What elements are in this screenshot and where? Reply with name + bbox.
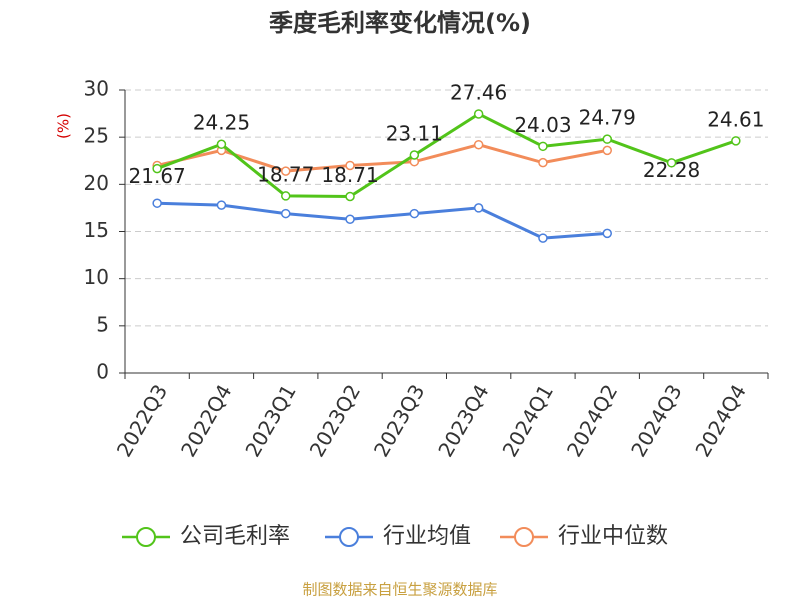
data-point [473, 109, 484, 119]
data-point [281, 166, 291, 176]
data-label: 24.61 [707, 107, 764, 131]
data-point [281, 191, 291, 201]
data-point [152, 163, 162, 174]
data-point [216, 200, 227, 210]
data-point [281, 208, 291, 219]
data-point [602, 134, 612, 144]
y-tick-label: 30 [84, 77, 109, 101]
data-point [538, 157, 548, 168]
data-point [345, 191, 355, 202]
data-point [345, 160, 355, 171]
legend-marker [514, 527, 534, 547]
y-tick-label: 5 [96, 312, 109, 336]
data-label: 24.03 [514, 113, 571, 137]
y-tick-label: 10 [84, 265, 109, 289]
data-label: 22.28 [643, 158, 700, 182]
data-point [666, 158, 677, 168]
data-label: 23.11 [386, 121, 443, 145]
data-point [731, 136, 741, 146]
data-label: 27.46 [450, 80, 507, 104]
y-axis-label: (%) [55, 113, 73, 139]
legend-marker [136, 527, 156, 547]
chart-title: 季度毛利率变化情况(%) [269, 9, 531, 37]
data-label: 18.71 [321, 163, 378, 187]
legend-label: 行业均值 [383, 524, 471, 549]
source-note: 制图数据来自恒生聚源数据库 [302, 581, 497, 599]
series-line [156, 112, 737, 199]
y-tick-label: 0 [96, 360, 109, 384]
data-point [409, 150, 420, 160]
data-point [602, 145, 612, 156]
legend-label: 行业中位数 [558, 524, 668, 549]
y-tick-label: 25 [84, 124, 109, 148]
data-point [473, 139, 484, 150]
data-label: 24.79 [579, 106, 636, 130]
series-line [157, 201, 608, 240]
data-label: 21.67 [129, 164, 186, 188]
data-point [602, 228, 612, 239]
data-point [473, 203, 484, 213]
legend-label: 公司毛利率 [180, 524, 290, 549]
y-tick-label: 15 [84, 218, 109, 242]
data-point [409, 208, 420, 219]
data-label: 24.25 [193, 111, 250, 135]
data-point [345, 214, 355, 224]
data-point [152, 198, 162, 208]
y-tick-label: 20 [84, 171, 109, 195]
data-label: 18.77 [257, 162, 314, 186]
data-point [538, 233, 548, 243]
data-point [216, 139, 227, 149]
data-point [538, 141, 548, 152]
legend-marker [339, 527, 359, 547]
